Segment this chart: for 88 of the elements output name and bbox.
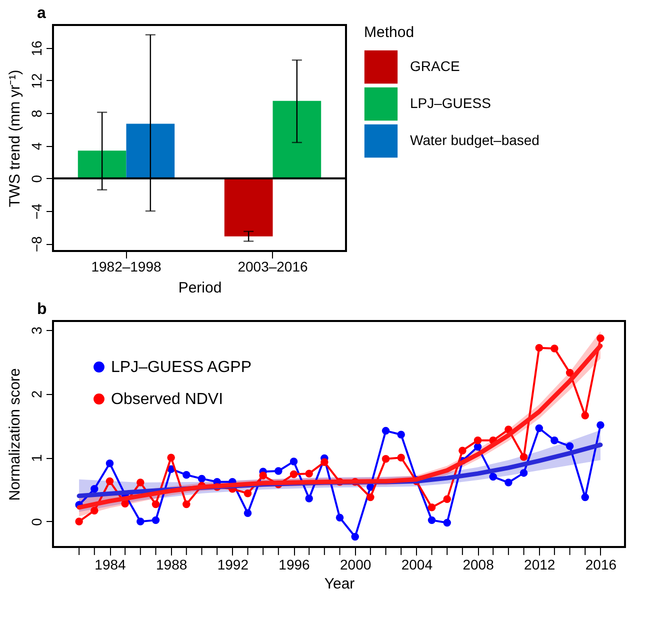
y-tick-label: 4 [28, 142, 44, 150]
x-tick-label: 2008 [462, 556, 494, 572]
y-tick-label: 8 [28, 110, 44, 118]
y-tick-label: 2 [28, 390, 44, 398]
point [474, 436, 482, 444]
legend-label: LPJ–GUESS [410, 95, 491, 111]
x-tick-label: 1988 [156, 556, 188, 572]
legend-label: Water budget–based [410, 132, 540, 148]
point [443, 495, 451, 503]
x-axis-title: Period [178, 280, 222, 296]
point [274, 467, 282, 475]
point [351, 532, 359, 541]
y-tick-label: −4 [28, 203, 44, 220]
point [443, 518, 451, 527]
point [428, 504, 436, 512]
legend-title: Method [364, 24, 414, 41]
point [382, 455, 390, 463]
point [366, 493, 374, 502]
x-axis-title: Year [324, 576, 355, 592]
x-tick-label: 1982–1998 [91, 258, 162, 274]
point [290, 458, 298, 466]
point [336, 514, 344, 522]
y-tick-label: −8 [28, 236, 44, 252]
point [305, 470, 313, 478]
legend-label: Observed NDVI [111, 391, 224, 408]
chart-title: b [37, 301, 47, 318]
point [90, 506, 98, 514]
point [428, 516, 436, 524]
point [152, 516, 160, 524]
point [136, 518, 144, 526]
point [458, 446, 466, 454]
legend-label: GRACE [410, 58, 460, 74]
bar [78, 150, 126, 178]
bar [272, 100, 322, 178]
point [535, 344, 543, 352]
point [106, 477, 114, 486]
point [259, 472, 267, 480]
point [581, 412, 589, 420]
y-axis-title: TWS trend (mm yr⁻¹) [6, 70, 24, 208]
point [489, 472, 497, 481]
point [182, 470, 190, 479]
point [198, 474, 206, 483]
point [382, 426, 390, 435]
x-tick-label: 2000 [340, 556, 372, 572]
point [566, 368, 574, 377]
x-tick-label: 2016 [585, 556, 617, 572]
point [535, 424, 543, 432]
point [566, 442, 574, 450]
point [520, 469, 528, 477]
point [90, 485, 98, 493]
y-tick-label: 1 [28, 454, 44, 462]
point [75, 518, 83, 526]
x-tick-label: 1984 [94, 556, 126, 572]
point [596, 334, 604, 342]
point [520, 453, 528, 461]
y-tick-label: 0 [28, 518, 44, 526]
y-tick-label: 0 [28, 174, 44, 183]
point [244, 509, 252, 518]
point [474, 442, 482, 451]
point [106, 460, 114, 468]
legend-label: LPJ–GUESS AGPP [111, 359, 252, 376]
point [596, 421, 604, 429]
chart-title: a [37, 5, 46, 22]
point [550, 344, 558, 352]
x-tick-label: 2004 [401, 556, 433, 572]
bar [126, 124, 175, 178]
x-tick-label: 1996 [278, 556, 310, 572]
y-tick-label: 3 [28, 326, 44, 334]
point [504, 478, 512, 486]
point [550, 436, 558, 444]
point [182, 500, 190, 508]
point [320, 458, 328, 466]
y-tick-label: 12 [28, 72, 44, 89]
y-axis-title: Normalization score [6, 368, 24, 501]
point [167, 454, 175, 462]
point [305, 494, 313, 502]
point [397, 454, 405, 462]
point [152, 500, 160, 508]
point [244, 490, 252, 498]
x-tick-label: 1992 [217, 556, 249, 572]
x-tick-label: 2003–2016 [238, 258, 308, 274]
y-tick-label: 16 [28, 40, 44, 56]
point [397, 430, 405, 439]
x-tick-label: 2012 [524, 556, 556, 572]
point [290, 470, 298, 478]
point [581, 493, 589, 502]
point [136, 478, 144, 486]
bar [224, 178, 273, 236]
